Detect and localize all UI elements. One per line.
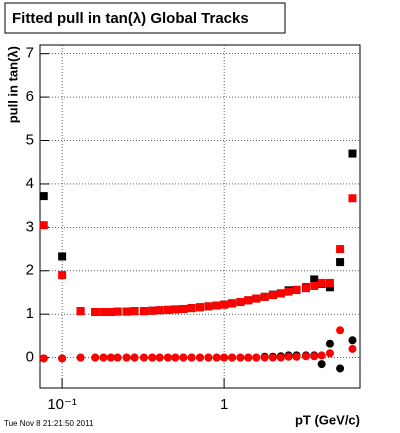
point xyxy=(336,245,345,254)
point xyxy=(336,258,345,267)
point xyxy=(348,336,357,345)
point xyxy=(76,353,85,362)
point xyxy=(244,353,253,362)
point xyxy=(113,353,122,362)
point xyxy=(155,306,164,315)
point xyxy=(39,354,48,363)
point xyxy=(187,304,196,313)
point xyxy=(260,292,269,301)
point xyxy=(276,289,285,298)
point xyxy=(317,278,326,287)
point xyxy=(310,275,319,284)
point xyxy=(236,298,245,307)
y-tick-label: 0 xyxy=(26,349,34,366)
point xyxy=(268,291,277,300)
x-tick-label: 10⁻¹ xyxy=(47,396,77,413)
point xyxy=(244,296,253,305)
point xyxy=(284,352,293,361)
point xyxy=(91,308,100,317)
y-tick-label: 3 xyxy=(26,218,34,235)
point xyxy=(163,305,172,314)
point xyxy=(130,353,139,362)
point xyxy=(212,301,221,310)
chart-title: Fitted pull in tan(λ) Global Tracks xyxy=(12,10,249,27)
x-tick-label: 1 xyxy=(220,396,228,413)
point xyxy=(99,353,108,362)
point xyxy=(148,353,157,362)
point xyxy=(122,307,131,316)
point xyxy=(39,192,48,201)
point xyxy=(325,278,334,287)
point xyxy=(336,364,345,373)
point xyxy=(325,283,334,292)
point xyxy=(139,353,148,362)
x-axis-label: pT (GeV/c) xyxy=(295,412,360,427)
point xyxy=(196,353,205,362)
point xyxy=(155,353,164,362)
point xyxy=(284,287,293,296)
point xyxy=(348,194,357,203)
point xyxy=(163,353,172,362)
point xyxy=(348,149,357,158)
point xyxy=(276,353,285,362)
y-tick-label: 7 xyxy=(26,45,34,62)
point xyxy=(196,303,205,312)
point xyxy=(113,307,122,316)
point xyxy=(187,353,196,362)
point xyxy=(179,304,188,313)
point xyxy=(317,351,326,360)
point xyxy=(39,221,48,230)
point xyxy=(325,339,334,348)
point xyxy=(148,306,157,315)
point xyxy=(204,353,213,362)
point xyxy=(58,354,67,363)
point xyxy=(292,285,301,294)
plot-frame xyxy=(39,44,361,389)
point xyxy=(310,281,319,290)
y-tick-label: 6 xyxy=(26,88,34,105)
point xyxy=(212,353,221,362)
point xyxy=(204,302,213,311)
point xyxy=(122,353,131,362)
point xyxy=(336,326,345,335)
y-tick-label: 2 xyxy=(26,262,34,279)
point xyxy=(292,352,301,361)
point xyxy=(236,353,245,362)
y-tick-label: 4 xyxy=(26,175,34,192)
point xyxy=(58,252,67,261)
y-tick-label: 1 xyxy=(26,305,34,322)
point xyxy=(171,305,180,314)
point xyxy=(76,307,85,316)
point xyxy=(228,299,237,308)
y-axis-label: pull in tan(λ) xyxy=(5,46,20,123)
title-box xyxy=(4,2,286,34)
point xyxy=(171,353,180,362)
point xyxy=(106,353,115,362)
y-tick-label: 5 xyxy=(26,131,34,148)
footer: Tue Nov 8 21:21:50 2011 xyxy=(4,419,94,428)
point xyxy=(325,349,334,358)
point xyxy=(317,360,326,369)
point xyxy=(228,353,237,362)
point xyxy=(179,353,188,362)
point xyxy=(106,308,115,317)
point xyxy=(268,353,277,362)
point xyxy=(91,353,100,362)
point xyxy=(252,294,261,303)
point xyxy=(348,344,357,353)
point xyxy=(130,307,139,316)
point xyxy=(220,353,229,362)
point xyxy=(220,300,229,309)
point xyxy=(260,353,269,362)
point xyxy=(99,308,108,317)
point xyxy=(58,271,67,280)
point xyxy=(301,352,310,361)
point xyxy=(139,307,148,316)
point xyxy=(310,352,319,361)
point xyxy=(252,353,261,362)
point xyxy=(301,284,310,293)
